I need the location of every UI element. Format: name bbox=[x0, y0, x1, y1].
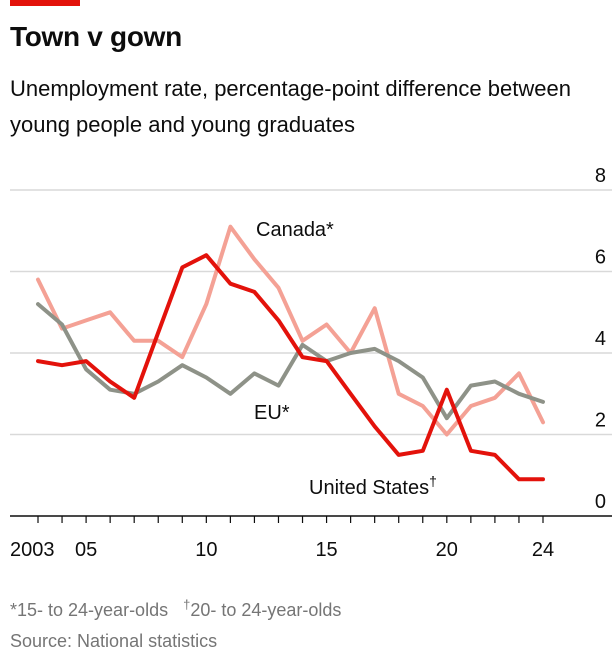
footnote-star: *15- to 24-year-olds bbox=[10, 600, 169, 620]
chart-title: Town v gown bbox=[10, 21, 182, 52]
y-tick-label-4: 4 bbox=[595, 328, 606, 350]
series-label-dagger: † bbox=[429, 473, 437, 489]
y-tick-label-8: 8 bbox=[595, 165, 606, 187]
series-label-canada: Canada* bbox=[256, 219, 334, 241]
x-tick-label-2010: 10 bbox=[195, 539, 217, 561]
series-line-canada bbox=[36, 224, 545, 437]
y-tick-label-0: 0 bbox=[595, 491, 606, 513]
series-line-united-states bbox=[36, 253, 545, 482]
footnote-dagger: 20- to 24-year-olds bbox=[190, 600, 342, 620]
footnote-dagger-symbol: † bbox=[183, 597, 191, 612]
x-tick-label-2003: 2003 bbox=[10, 539, 55, 561]
x-axis bbox=[10, 515, 612, 523]
x-tick-label-2005: 05 bbox=[75, 539, 97, 561]
series-labels: Canada* EU* United States† bbox=[254, 219, 437, 499]
y-tick-label-2: 2 bbox=[595, 410, 606, 432]
series-label-united-states: United States† bbox=[309, 473, 437, 499]
series-line-eu bbox=[36, 302, 545, 421]
x-axis-labels: 2003 05 10 15 20 24 bbox=[10, 539, 554, 561]
brand-bar bbox=[10, 0, 80, 6]
gridlines bbox=[10, 189, 612, 436]
series-lines bbox=[36, 224, 545, 482]
chart-subtitle: Unemployment rate, percentage-point diff… bbox=[10, 76, 571, 137]
x-tick-label-2015: 15 bbox=[315, 539, 337, 561]
series-label-eu: EU* bbox=[254, 402, 290, 424]
x-tick-label-2020: 20 bbox=[436, 539, 458, 561]
y-axis-labels: 0 2 4 6 8 bbox=[595, 165, 606, 513]
x-tick-label-2024: 24 bbox=[532, 539, 554, 561]
source-note: Source: National statistics bbox=[10, 631, 218, 651]
y-tick-label-6: 6 bbox=[595, 247, 606, 269]
footnotes: *15- to 24-year-olds †20- to 24-year-old… bbox=[10, 593, 341, 622]
